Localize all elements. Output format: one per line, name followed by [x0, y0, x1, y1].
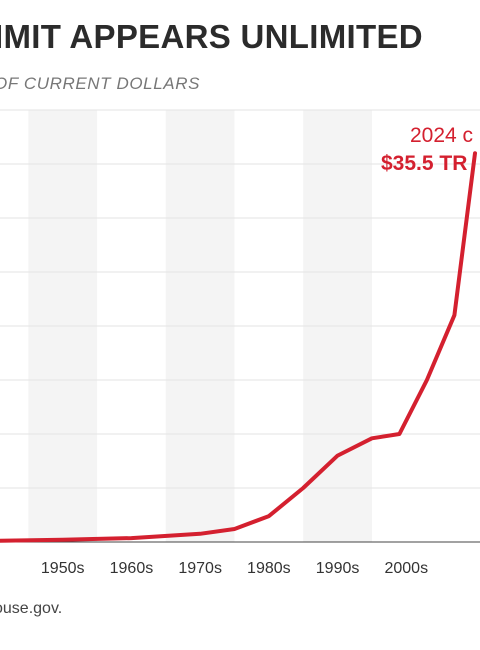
chart-subtitle: OF CURRENT DOLLARS [0, 74, 201, 93]
x-tick-label: 1970s [178, 560, 222, 577]
gridlines [0, 109, 480, 489]
chart-title: IMIT APPEARS UNLIMITED [0, 18, 423, 55]
annotation-value: $35.5 TR [381, 152, 467, 175]
x-tick-label: 1960s [110, 560, 154, 577]
x-tick-label: 2000s [384, 560, 428, 577]
x-tick-label: 1980s [247, 560, 291, 577]
x-tick-labels: 1950s 1960s 1970s 1980s 1990s 2000s [41, 560, 428, 577]
x-tick-label: 1950s [41, 560, 85, 577]
debt-series-line [0, 151, 477, 543]
source-note: ouse.gov. [0, 600, 63, 617]
annotation-year: 2024 c [410, 124, 473, 147]
x-tick-label: 1990s [316, 560, 360, 577]
